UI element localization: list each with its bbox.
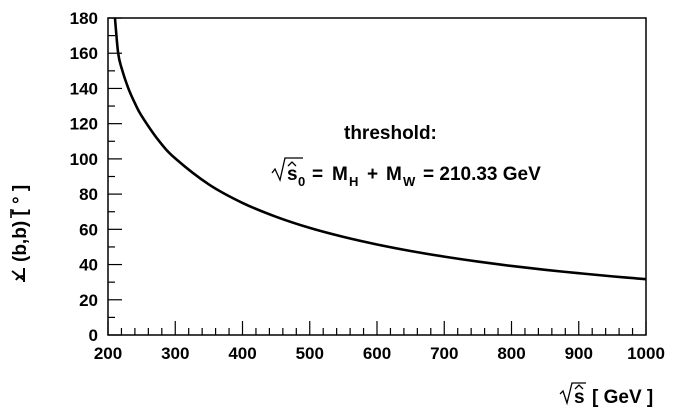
x-axis-ticks xyxy=(107,321,647,335)
threshold-s: s xyxy=(287,164,298,185)
x-axis-title: s [ GeV ] xyxy=(559,382,653,408)
series-line-0 xyxy=(113,17,647,281)
y-tick-label: 80 xyxy=(79,185,98,204)
x-axis-tick-labels: 200 300 400 500 600 700 800 900 1000 xyxy=(94,344,665,363)
y-tick-label: 120 xyxy=(70,115,98,134)
x-axis-symbol: s xyxy=(574,387,585,408)
x-tick-label: 700 xyxy=(430,344,458,363)
hat-threshold xyxy=(287,161,297,167)
y-axis-title: (b,b) [ ° ] xyxy=(10,185,31,282)
y-tick-label: 0 xyxy=(89,326,98,345)
y-tick-label: 160 xyxy=(70,44,98,63)
threshold-mh-sub: H xyxy=(349,174,358,189)
threshold-mw: M xyxy=(386,164,402,185)
series-layer xyxy=(113,17,647,281)
y-axis-ticks xyxy=(108,17,122,336)
y-tick-label: 180 xyxy=(70,9,98,28)
x-tick-label: 200 xyxy=(94,344,122,363)
y-tick-label: 140 xyxy=(70,79,98,98)
threshold-mh: M xyxy=(332,164,348,185)
threshold-plus: + xyxy=(367,164,378,185)
y-tick-label: 100 xyxy=(70,150,98,169)
threshold-mw-sub: W xyxy=(403,174,416,189)
threshold-value: = 210.33 GeV xyxy=(423,164,541,185)
y-tick-label: 40 xyxy=(79,256,98,275)
threshold-annotation: threshold: s 0 = M H + M W = 210.33 GeV xyxy=(271,123,541,189)
threshold-s-sub: 0 xyxy=(298,174,305,189)
y-axis-label-text: (b,b) [ ° ] xyxy=(10,185,31,262)
y-tick-label: 20 xyxy=(79,291,98,310)
x-tick-label: 300 xyxy=(161,344,189,363)
x-tick-label: 500 xyxy=(296,344,324,363)
y-axis-tick-labels: 0 20 40 60 80 100 120 140 160 180 xyxy=(70,9,98,345)
x-tick-label: 1000 xyxy=(627,344,665,363)
x-tick-label: 600 xyxy=(363,344,391,363)
angle-symbol xyxy=(11,268,25,282)
x-tick-label: 800 xyxy=(497,344,525,363)
x-axis-label-text: [ GeV ] xyxy=(592,387,653,408)
y-tick-label: 60 xyxy=(79,220,98,239)
sqrt-symbol-threshold xyxy=(271,157,303,183)
threshold-eq: = xyxy=(312,164,323,185)
x-tick-label: 900 xyxy=(565,344,593,363)
threshold-title: threshold: xyxy=(344,123,437,144)
sqrt-symbol-x xyxy=(559,382,586,406)
hat-x xyxy=(574,384,584,390)
x-tick-label: 400 xyxy=(228,344,256,363)
